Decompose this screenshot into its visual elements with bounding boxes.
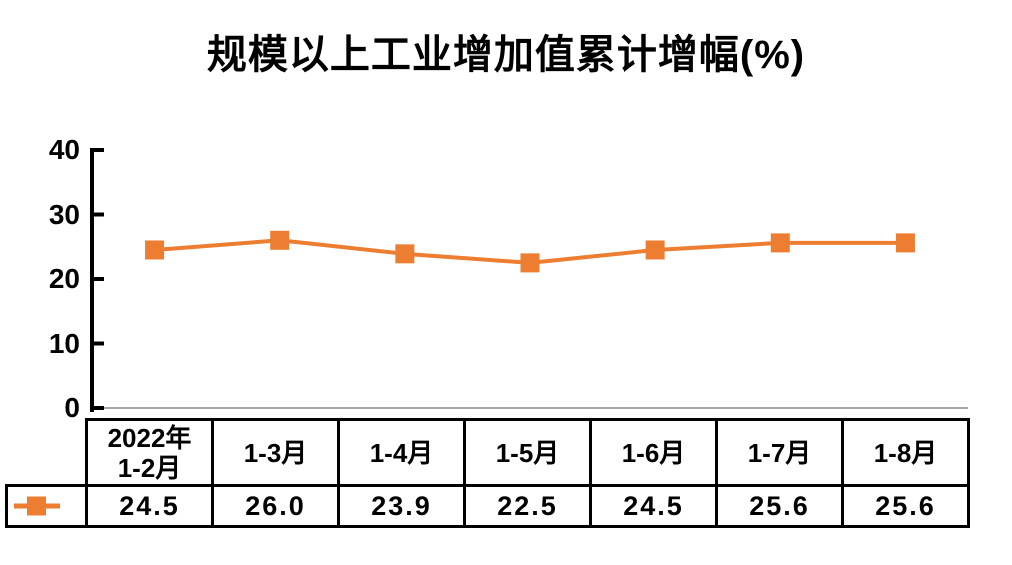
table-value-cell: 24.5 (88, 487, 211, 525)
table-header-cell: 1-7月 (718, 421, 841, 484)
table-value-cell: 25.6 (844, 487, 967, 525)
table-value-cell: 24.5 (592, 487, 715, 525)
table-header-cell: 1-5月 (466, 421, 589, 484)
y-axis-tick-label: 10 (48, 327, 80, 359)
table-header-cell: 1-3月 (214, 421, 337, 484)
y-axis-tick-label: 30 (48, 198, 80, 230)
y-axis-tick-label: 40 (48, 134, 80, 165)
y-axis-tick-label: 0 (64, 392, 80, 423)
y-axis-tick-label: 20 (48, 263, 80, 294)
table-header-cell: 1-8月 (844, 421, 967, 484)
chart-title: 规模以上工业增加值累计增幅(%) (206, 33, 806, 77)
series-legend-marker-icon (27, 496, 46, 516)
table-value-cell: 22.5 (466, 487, 589, 525)
legend-cell (5, 484, 88, 528)
legend-inner (8, 487, 85, 525)
table-header-cell: 2022年 1-2月 (88, 421, 211, 484)
table-header-cell: 1-4月 (340, 421, 463, 484)
data-table: 2022年 1-2月 1-3月 1-4月 1-5月 1-6月 1-7月 1-8月… (85, 418, 970, 528)
table-header-cell: 1-6月 (592, 421, 715, 484)
table-value-cell: 25.6 (718, 487, 841, 525)
table-value-cell: 26.0 (214, 487, 337, 525)
table-value-cell: 23.9 (340, 487, 463, 525)
series-markers (145, 230, 915, 273)
